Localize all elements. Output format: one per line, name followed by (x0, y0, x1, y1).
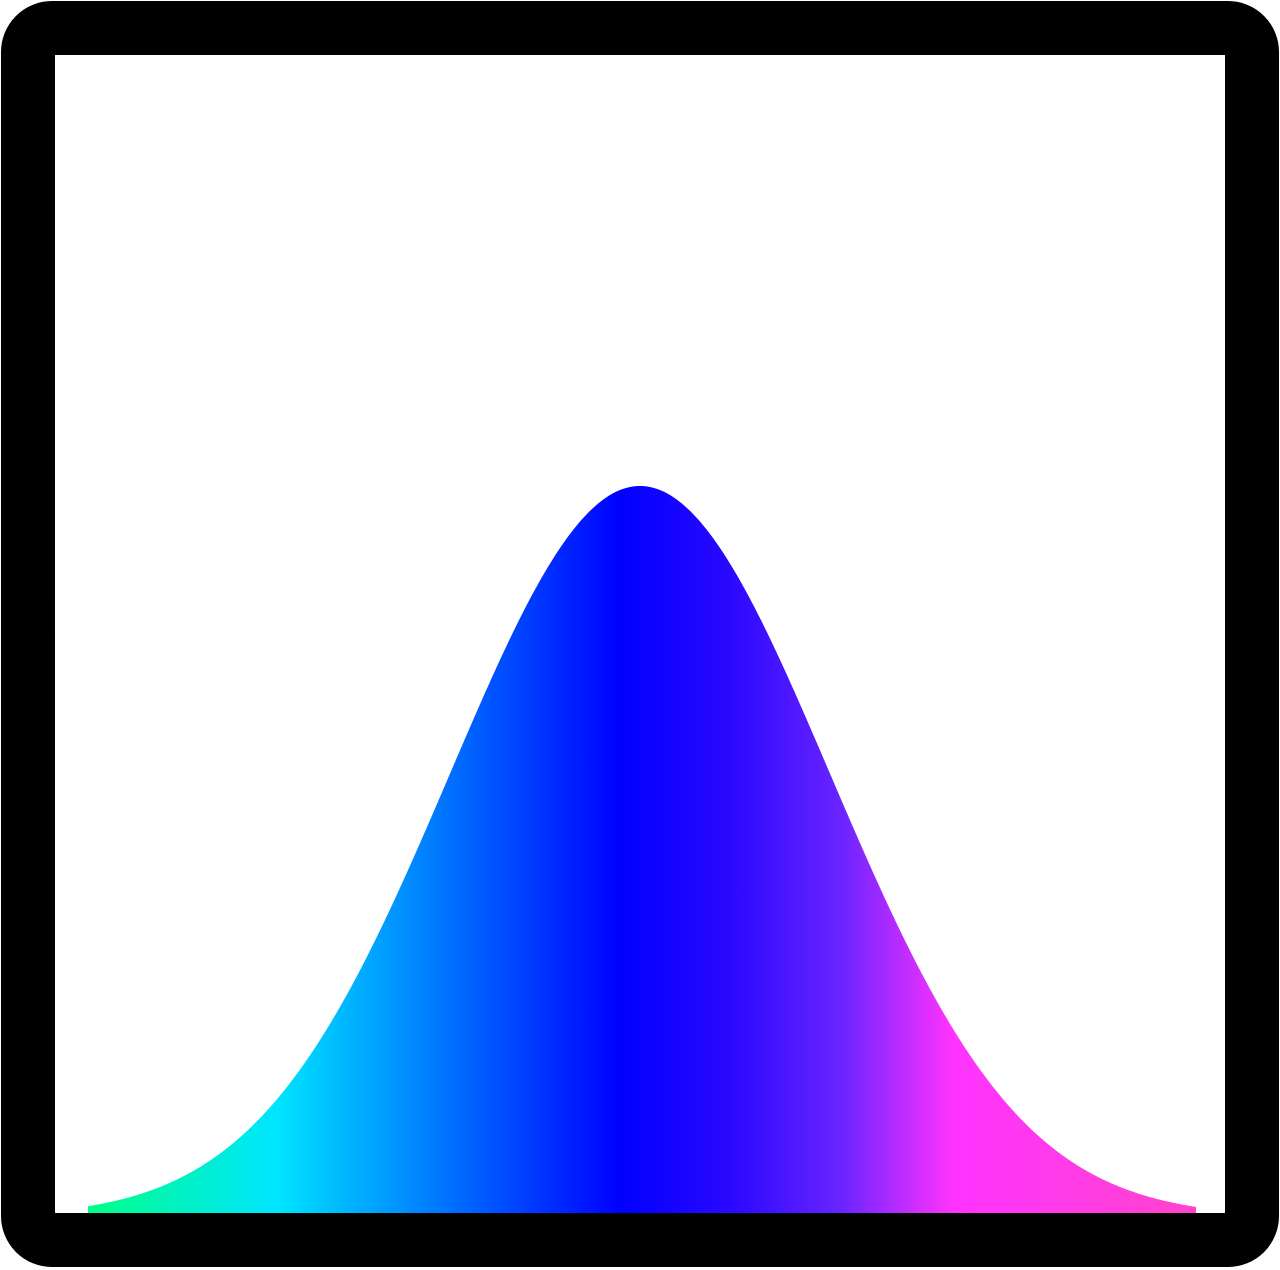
bell-curve-shape (88, 486, 1196, 1217)
